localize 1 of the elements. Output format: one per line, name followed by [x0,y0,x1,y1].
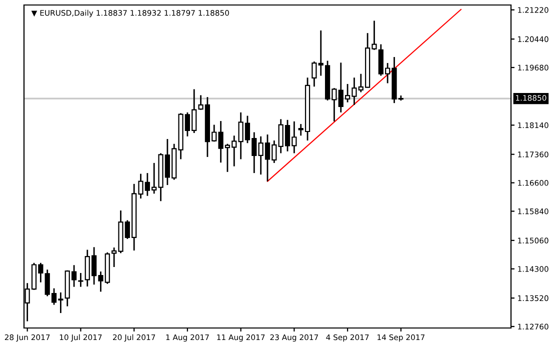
candlestick [78,272,84,288]
